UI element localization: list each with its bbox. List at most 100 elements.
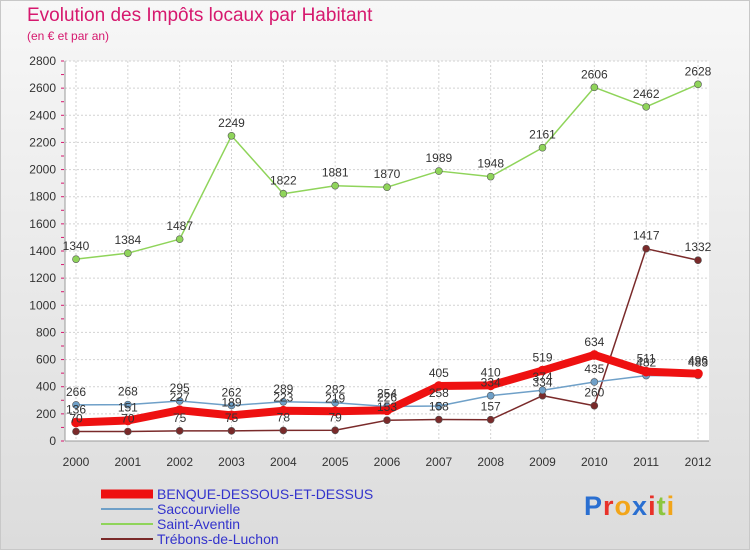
- data-label: 75: [173, 411, 187, 425]
- logo-letter: t: [656, 491, 667, 521]
- data-point: [175, 235, 184, 243]
- data-point: [227, 401, 236, 410]
- data-point: [485, 380, 496, 391]
- y-tick-label: 2600: [29, 81, 56, 95]
- data-label: 289: [273, 382, 293, 396]
- data-point: [226, 410, 237, 421]
- legend-label: Trébons-de-Luchon: [157, 531, 279, 547]
- data-label: 1989: [425, 151, 452, 165]
- data-label: 405: [429, 366, 449, 380]
- legend-label: BENQUE-DESSOUS-ET-DESSUS: [157, 486, 373, 502]
- data-label: 1870: [374, 167, 401, 181]
- data-point: [124, 400, 132, 409]
- data-point: [486, 172, 495, 181]
- data-point: [590, 83, 599, 92]
- data-label: 70: [69, 412, 83, 426]
- data-label: 258: [429, 386, 449, 400]
- y-tick-label: 2800: [29, 54, 56, 68]
- data-label: 1822: [270, 174, 297, 188]
- data-point: [642, 103, 650, 111]
- data-point: [175, 427, 184, 435]
- data-point: [279, 397, 288, 406]
- data-point: [486, 391, 495, 400]
- y-tick-label: 800: [36, 325, 56, 339]
- data-label: 1948: [477, 157, 504, 171]
- data-point: [590, 378, 599, 386]
- data-label: 435: [584, 362, 604, 376]
- data-label: 1487: [166, 219, 193, 233]
- data-point: [642, 244, 650, 253]
- data-label: 78: [277, 410, 291, 424]
- data-point: [537, 365, 548, 376]
- data-label: 295: [170, 381, 190, 395]
- logo-letter: i: [666, 491, 676, 521]
- data-point: [227, 131, 236, 140]
- data-point: [382, 405, 392, 416]
- x-tick-label: 2003: [218, 455, 245, 469]
- data-label: 1340: [63, 239, 90, 253]
- data-label: 334: [532, 376, 552, 390]
- x-tick-label: 2012: [685, 455, 712, 469]
- y-tick-label: 1000: [29, 298, 56, 312]
- y-tick-label: 1600: [29, 217, 56, 231]
- x-tick-label: 2001: [114, 455, 141, 469]
- data-label: 262: [221, 385, 241, 399]
- data-label: 634: [584, 335, 604, 349]
- data-point: [279, 189, 288, 198]
- x-tick-label: 2005: [322, 455, 349, 469]
- logo-letter: o: [614, 491, 633, 521]
- data-point: [538, 143, 547, 152]
- logo-letter: P: [584, 491, 604, 521]
- data-label: 482: [636, 356, 656, 370]
- data-point: [123, 415, 133, 426]
- y-tick-label: 1400: [29, 244, 56, 258]
- chart-subtitle: (en € et par an): [27, 29, 110, 43]
- data-label: 226: [377, 390, 397, 404]
- y-tick-label: 1800: [29, 190, 56, 204]
- data-point: [71, 417, 81, 428]
- x-tick-label: 2008: [477, 455, 504, 469]
- data-label: 1881: [322, 166, 349, 180]
- data-label: 153: [377, 400, 397, 414]
- data-point: [278, 405, 289, 416]
- data-label: 519: [532, 351, 552, 365]
- data-label: 410: [481, 365, 501, 379]
- logo-letter: x: [632, 491, 649, 521]
- x-tick-label: 2002: [166, 455, 193, 469]
- data-label: 254: [377, 387, 397, 401]
- data-label: 2606: [581, 67, 608, 81]
- data-point: [694, 80, 702, 89]
- data-point: [590, 401, 599, 410]
- x-tick-label: 2000: [63, 455, 90, 469]
- data-point: [641, 366, 651, 377]
- data-point: [538, 386, 547, 395]
- data-label: 2628: [685, 64, 712, 78]
- x-tick-label: 2009: [529, 455, 556, 469]
- data-point: [72, 255, 80, 263]
- data-point: [435, 415, 443, 424]
- data-label: 157: [481, 400, 501, 414]
- y-tick-label: 1200: [29, 271, 56, 285]
- y-tick-label: 2400: [29, 108, 56, 122]
- data-point: [72, 401, 80, 409]
- data-point: [435, 402, 443, 410]
- data-point: [383, 183, 391, 192]
- data-point: [383, 416, 391, 425]
- data-point: [331, 398, 339, 407]
- y-tick-label: 0: [49, 434, 56, 448]
- legend-label: Saint-Aventin: [157, 516, 240, 532]
- data-point: [693, 368, 703, 379]
- data-label: 334: [481, 376, 501, 390]
- data-label: 2161: [529, 128, 556, 142]
- proxiti-logo: Proxiti: [584, 491, 675, 522]
- x-tick-label: 2004: [270, 455, 297, 469]
- data-point: [279, 426, 288, 435]
- data-label: 158: [429, 400, 449, 414]
- data-point: [434, 381, 444, 391]
- data-label: 260: [584, 386, 604, 400]
- data-point: [331, 181, 339, 190]
- data-label: 219: [325, 391, 345, 405]
- data-point: [486, 415, 495, 424]
